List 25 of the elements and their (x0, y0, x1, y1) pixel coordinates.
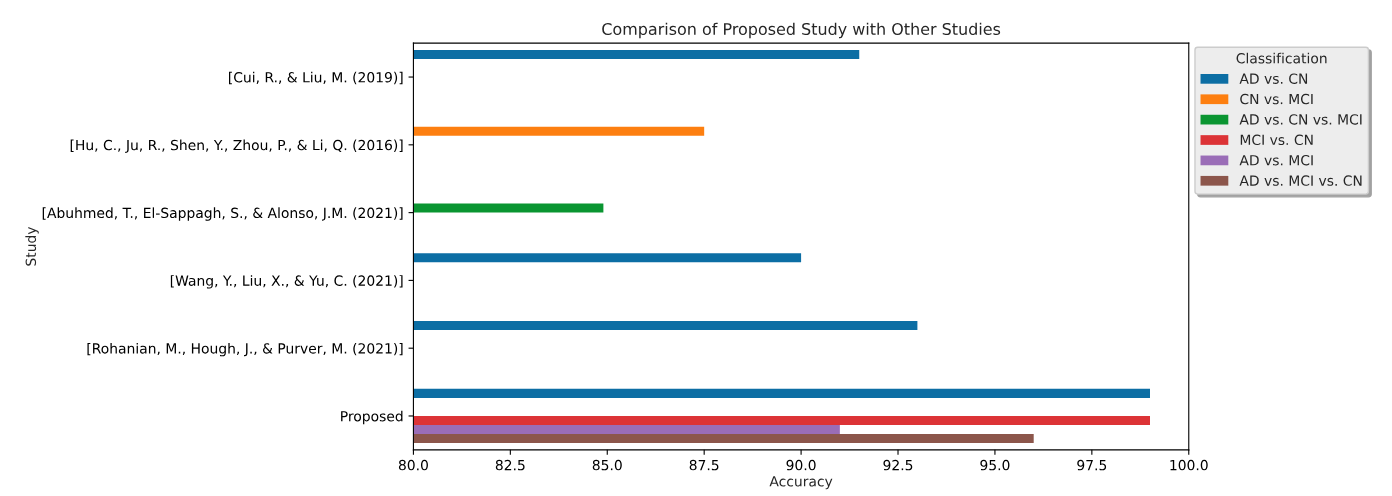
x-tick-label: 82.5 (495, 459, 525, 471)
y-tick-label: [Abuhmed, T., El-Sappagh, S., & Alonso, J.M. (2021)] (42, 207, 403, 221)
y-axis-title: Study (25, 226, 39, 266)
legend-title: Classification (1236, 52, 1327, 64)
legend-label: AD vs. CN (1239, 73, 1308, 84)
legend-label: MCI vs. CN (1240, 134, 1313, 146)
legend-label: AD vs. CN vs. MCI (1239, 114, 1362, 125)
x-tick-label: 97.5 (1077, 459, 1107, 471)
x-tick-label: 87.5 (689, 459, 719, 471)
y-tick-label: [Cui, R., & Liu, M. (2019)] (229, 71, 403, 85)
y-tick-label: [Hu, C., Ju, R., Shen, Y., Zhou, P., & Li, Q. (2016)] (70, 139, 403, 153)
x-tick-label: 95.0 (980, 459, 1010, 471)
x-tick-label: 90.0 (786, 459, 816, 471)
x-tick-label: 92.5 (883, 459, 913, 471)
chart-title: Comparison of Proposed Study with Other Studies (602, 22, 1001, 39)
x-axis-title: Accuracy (769, 476, 833, 490)
legend-label: CN vs. MCI (1240, 93, 1313, 105)
y-tick-label: Proposed (341, 410, 403, 425)
y-tick-label: [Wang, Y., Liu, X., & Yu, C. (2021)] (170, 275, 403, 289)
x-tick-label: 100.0 (1170, 459, 1208, 471)
legend-label: AD vs. MCI (1239, 154, 1313, 166)
x-tick-label: 80.0 (398, 459, 428, 471)
x-tick-label: 85.0 (592, 459, 622, 471)
legend-label: AD vs. MCI vs. CN (1239, 175, 1362, 186)
y-tick-label: [Rohanian, M., Hough, J., & Purver, M. (2021)] (87, 342, 403, 357)
